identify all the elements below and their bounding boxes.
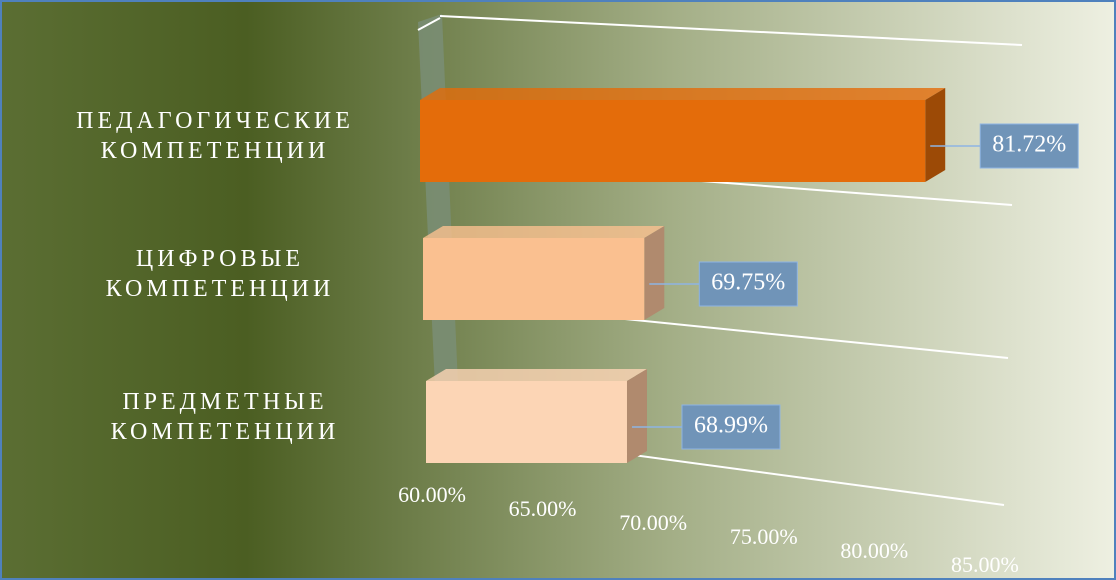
bar-side [626, 369, 647, 463]
value-label-box [681, 404, 781, 450]
x-tick-label: 75.00% [730, 524, 798, 549]
x-tick-label: 80.00% [840, 538, 908, 563]
x-tick-label: 85.00% [951, 552, 1019, 577]
bar-side [644, 226, 665, 320]
value-label: 68.99% [694, 413, 768, 439]
x-tick-label: 60.00% [398, 482, 466, 507]
x-tick-label: 70.00% [619, 510, 687, 535]
category-label: ЦИФРОВЫЕ КОМПЕТЕНЦИИ [105, 246, 335, 302]
value-label-box [979, 123, 1079, 169]
bar-side [925, 88, 946, 182]
bar-top [423, 226, 665, 238]
category-label: ПЕДАГОГИЧЕСКИЕ КОМПЕТЕНЦИИ [76, 108, 354, 164]
bar-top [426, 369, 647, 381]
x-tick-label: 65.00% [509, 496, 577, 521]
bar [423, 238, 645, 320]
value-label: 81.72% [992, 132, 1066, 158]
value-label: 69.75% [711, 270, 785, 296]
value-label-box [698, 261, 798, 307]
category-label: ПРЕДМЕТНЫЕ КОМПЕТЕНЦИИ [110, 389, 340, 445]
bar-top [420, 88, 946, 100]
bar [426, 381, 627, 463]
bar [420, 100, 926, 182]
